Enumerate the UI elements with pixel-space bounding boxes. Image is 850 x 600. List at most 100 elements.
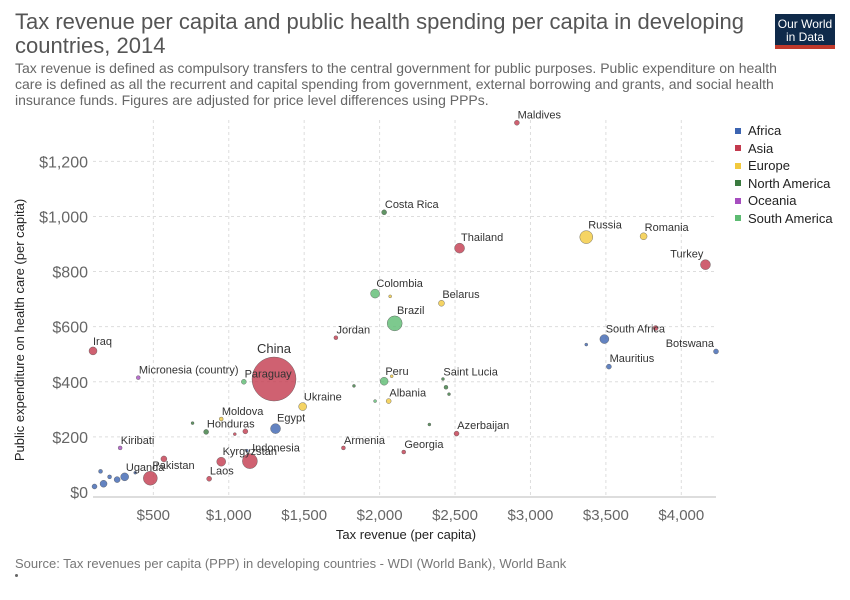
data-point[interactable]: [447, 392, 451, 396]
data-point[interactable]: [606, 363, 612, 370]
data-point[interactable]: [453, 430, 460, 437]
legend-item[interactable]: South America: [735, 210, 833, 228]
legend-item[interactable]: North America: [735, 175, 833, 193]
data-point[interactable]: [639, 232, 648, 240]
data-point[interactable]: [270, 423, 281, 434]
data-point[interactable]: [216, 456, 226, 467]
y-tick-label: $1,000: [39, 209, 88, 226]
data-point[interactable]: [427, 422, 432, 427]
data-label: South Africa: [606, 324, 666, 336]
data-label: Moldova: [222, 406, 264, 418]
legend-item[interactable]: Europe: [735, 157, 833, 175]
logo-line-2: in Data: [785, 30, 825, 44]
data-point[interactable]: [206, 476, 212, 482]
data-point[interactable]: [438, 300, 445, 307]
data-point[interactable]: [88, 346, 98, 356]
data-point[interactable]: [298, 402, 307, 411]
legend-swatch: [735, 127, 741, 134]
data-point[interactable]: [242, 453, 258, 469]
data-point[interactable]: [352, 384, 356, 388]
data-point[interactable]: [385, 398, 392, 404]
data-point[interactable]: [341, 445, 346, 451]
data-point[interactable]: [700, 259, 711, 270]
data-label: Peru: [385, 366, 408, 378]
data-point[interactable]: [242, 428, 249, 435]
data-point[interactable]: [120, 472, 129, 482]
data-label: Micronesia (country): [139, 365, 239, 377]
data-label: Romania: [645, 222, 690, 234]
legend-label: Oceania: [748, 193, 797, 209]
data-label: Brazil: [397, 305, 425, 317]
data-point[interactable]: [441, 377, 445, 381]
data-point[interactable]: [599, 334, 610, 344]
data-point[interactable]: [133, 471, 137, 475]
data-label: Belarus: [442, 289, 480, 301]
data-point[interactable]: [143, 471, 158, 486]
y-tick-label: $800: [52, 265, 88, 282]
data-label: Indonesia: [252, 443, 301, 455]
data-point[interactable]: [373, 399, 377, 403]
data-label: Iraq: [93, 336, 112, 348]
x-axis-ticks: $500 $1,000 $1,500 $2,000 $2,500 $3,000 $3,500…: [137, 507, 705, 524]
data-label: Turkey: [670, 249, 704, 261]
data-point[interactable]: [203, 429, 209, 435]
data-point[interactable]: [117, 445, 123, 451]
legend: Africa Asia Europe North America Oceania Sout…: [735, 122, 833, 227]
legend-label: Africa: [748, 123, 782, 139]
data-point[interactable]: [251, 356, 297, 402]
data-label: China: [257, 341, 292, 356]
legend-label: North America: [748, 175, 831, 191]
legend-swatch: [735, 215, 741, 222]
data-point[interactable]: [99, 480, 108, 488]
chart-title: Tax revenue per capita and public health…: [15, 9, 744, 58]
legend-item[interactable]: Oceania: [735, 192, 833, 210]
data-point[interactable]: [219, 416, 224, 422]
data-label: Ukraine: [304, 392, 342, 404]
data-label: Kiribati: [121, 435, 155, 447]
data-point[interactable]: [91, 483, 98, 490]
data-point[interactable]: [389, 374, 394, 378]
data-point[interactable]: [160, 455, 168, 463]
y-axis-title: Public expenditure on health care (per c…: [12, 199, 27, 461]
data-point[interactable]: [443, 385, 449, 390]
data-point[interactable]: [713, 348, 719, 355]
data-point[interactable]: [233, 432, 237, 436]
x-tick-label: $2,500: [432, 507, 478, 524]
data-point[interactable]: [652, 325, 659, 331]
owid-logo[interactable]: Our World in Data: [775, 14, 835, 49]
data-point[interactable]: [98, 469, 103, 474]
data-point[interactable]: [113, 476, 121, 483]
data-label: Honduras: [207, 418, 255, 430]
data-point[interactable]: [579, 230, 593, 244]
data-point[interactable]: [379, 377, 389, 386]
data-point[interactable]: [584, 342, 588, 347]
data-point[interactable]: [370, 288, 380, 299]
data-label: Armenia: [344, 435, 386, 447]
data-point[interactable]: [401, 449, 406, 455]
data-point[interactable]: [107, 474, 112, 480]
data-label: Jordan: [336, 325, 370, 337]
data-label: Maldives: [518, 109, 562, 121]
data-point[interactable]: [386, 315, 403, 332]
x-tick-label: $500: [137, 507, 170, 524]
data-label: Costa Rica: [385, 199, 440, 211]
data-point[interactable]: [454, 242, 465, 254]
chart-subtitle: Tax revenue is defined as compulsory tra…: [15, 60, 777, 108]
legend-item[interactable]: Asia: [735, 140, 833, 158]
logo-line-1: Our World: [777, 17, 833, 31]
data-point[interactable]: [190, 421, 195, 425]
data-label: Uganda: [126, 462, 165, 474]
legend-label: Europe: [748, 158, 790, 174]
data-point[interactable]: [245, 448, 249, 453]
data-point[interactable]: [136, 375, 141, 380]
x-tick-label: $1,000: [206, 507, 252, 524]
data-point[interactable]: [381, 209, 387, 216]
data-point[interactable]: [514, 120, 520, 126]
data-label: Azerbaijan: [457, 420, 509, 432]
data-point[interactable]: [388, 294, 392, 299]
legend-item[interactable]: Africa: [735, 122, 833, 140]
data-point[interactable]: [333, 335, 339, 340]
data-point[interactable]: [241, 379, 247, 385]
data-label: Colombia: [376, 278, 423, 290]
